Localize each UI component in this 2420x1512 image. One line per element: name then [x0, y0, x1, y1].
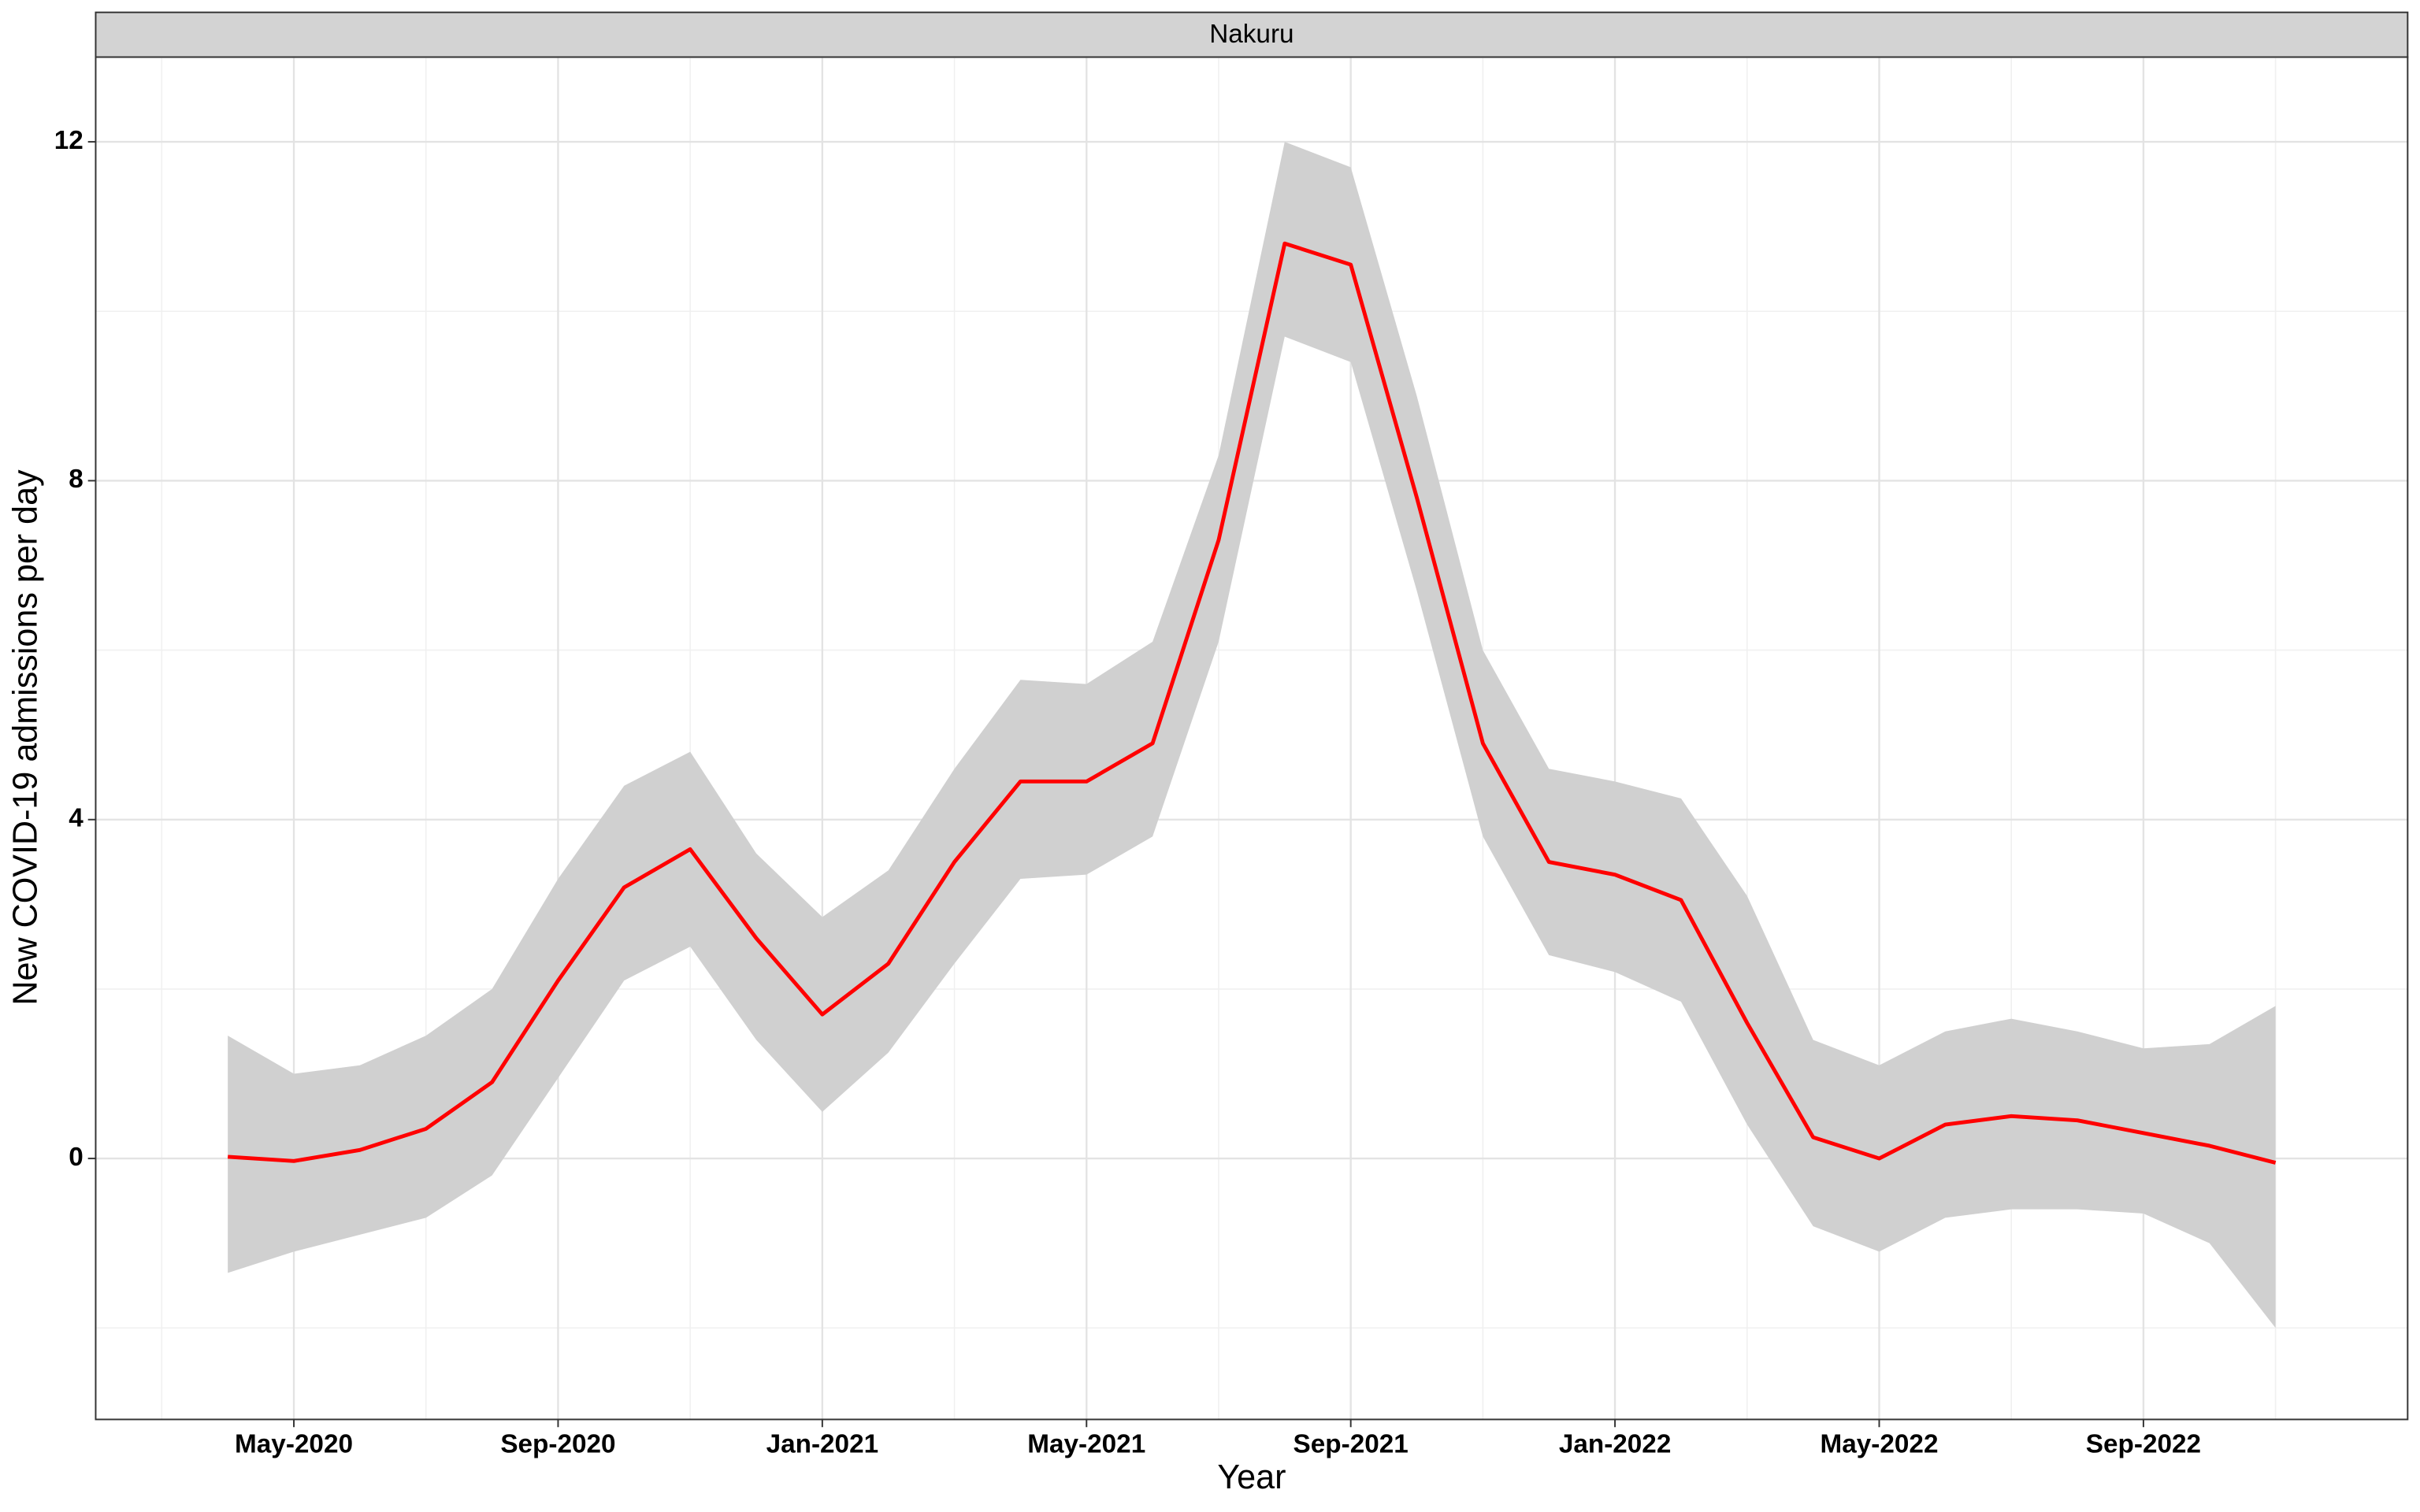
x-tick-label: May-2020	[235, 1430, 353, 1459]
strip	[95, 11, 2409, 58]
strip-title: Nakuru	[1209, 20, 1294, 49]
y-tick-label: 4	[69, 804, 84, 833]
x-axis-title: Year	[1217, 1458, 1286, 1496]
y-tick-label: 0	[69, 1143, 84, 1172]
x-tick-label: May-2022	[1821, 1430, 1939, 1459]
y-tick-label: 12	[54, 126, 84, 155]
line	[228, 241, 2277, 1165]
x-tick-label: May-2021	[1027, 1430, 1145, 1459]
panel-border	[95, 56, 2409, 1421]
x-tick-label: Jan-2022	[1559, 1430, 1672, 1459]
x-tick-label: Jan-2021	[766, 1430, 879, 1459]
confidence-band	[228, 142, 2276, 1329]
y-axis-title: New COVID-19 admissions per day	[7, 469, 45, 1006]
x-tick-label: Sep-2022	[2086, 1430, 2201, 1459]
x-tick-label: Sep-2021	[1294, 1430, 1409, 1459]
x-tick-label: Sep-2020	[500, 1430, 615, 1459]
y-tick-label: 8	[69, 465, 84, 494]
